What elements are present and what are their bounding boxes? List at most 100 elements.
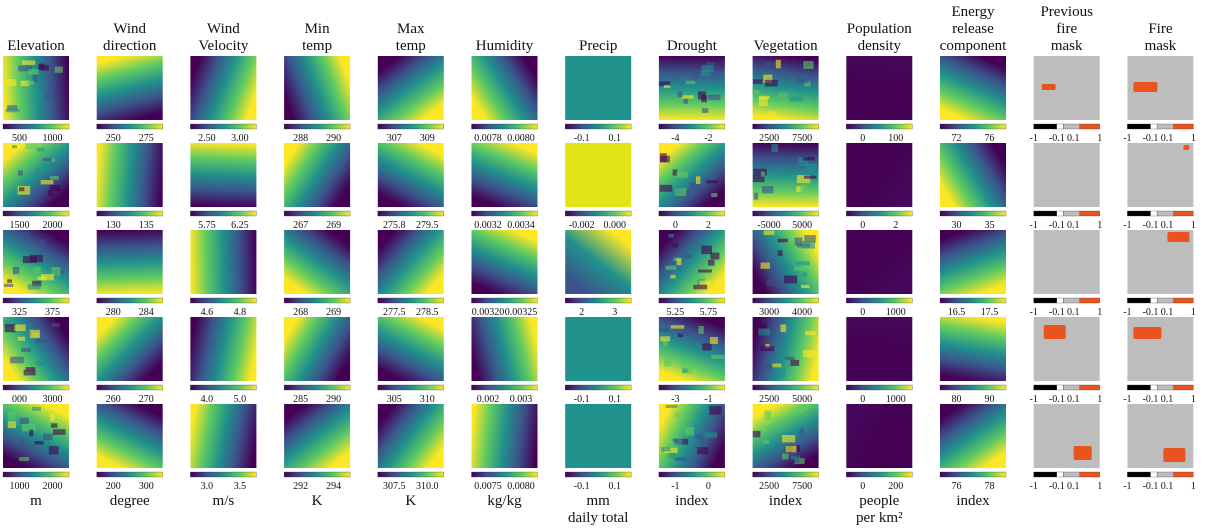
tile-texture: [28, 284, 41, 289]
tile-texture: [13, 267, 19, 274]
colorbar-tick-label: 2: [893, 220, 898, 231]
column-header: Elevation: [7, 38, 65, 54]
colorbar-segment: [1127, 211, 1150, 216]
tile-texture: [22, 423, 36, 431]
tile-texture: [796, 261, 810, 265]
column-header: release: [952, 21, 994, 37]
colorbar-tick-label: 5.0: [234, 394, 247, 405]
colorbar-tick-label: 0.0032: [474, 220, 502, 231]
colorbar: [378, 211, 444, 216]
tile-texture: [28, 69, 38, 74]
colorbar-segment: [1151, 298, 1158, 303]
colorbar-tick-label: 300: [139, 481, 154, 492]
tile-texture: [753, 431, 761, 437]
colorbar: [659, 211, 725, 216]
tile-texture: [12, 145, 17, 148]
tile-texture: [18, 170, 23, 175]
tile-texture: [708, 260, 714, 266]
tile-texture: [765, 80, 778, 87]
colorbar: [97, 124, 163, 129]
tile-texture: [784, 276, 797, 284]
colorbar-tick-label: 307.5: [383, 481, 406, 492]
column-header: fire: [1056, 21, 1077, 37]
colorbar-segment: [1157, 472, 1174, 477]
tile-texture: [782, 435, 795, 442]
tile-texture: [19, 232, 29, 238]
colorbar: [659, 385, 725, 390]
tile-texture: [708, 95, 721, 100]
tile-texture: [35, 441, 44, 445]
colorbar: [565, 298, 631, 303]
tile-texture: [10, 357, 24, 364]
fire-patch: [1133, 82, 1157, 92]
colorbar-segment: [1174, 298, 1194, 303]
tile-texture: [764, 411, 771, 420]
colorbar-tick-label: 0: [860, 481, 865, 492]
tile-texture: [778, 370, 785, 377]
data-tile: [472, 143, 538, 207]
unit-label: K: [312, 493, 323, 509]
colorbar-segment: [1034, 472, 1057, 477]
colorbar-tick-label: 1000: [886, 307, 906, 318]
colorbar-tick-label: 3000: [43, 394, 63, 405]
data-tile: [565, 317, 631, 381]
tile-texture: [797, 77, 809, 83]
colorbar-tick-label: -0.1: [574, 133, 590, 144]
column-header: density: [858, 38, 902, 54]
unit-label: m/s: [213, 493, 235, 509]
tile-texture: [53, 429, 66, 435]
column-header: Energy: [951, 4, 995, 20]
colorbar-tick-label: -1: [1123, 220, 1131, 231]
colorbar: [378, 124, 444, 129]
tile-texture: [772, 363, 781, 367]
tile-texture: [32, 407, 41, 411]
data-tile: [940, 404, 1006, 468]
colorbar-tick-label: -1: [704, 394, 712, 405]
tile-texture: [754, 193, 758, 200]
colorbar: [284, 124, 350, 129]
tile-texture: [795, 238, 803, 246]
data-tile: [378, 56, 444, 120]
tile-texture: [702, 108, 708, 113]
unit-label: index: [769, 493, 803, 509]
tile-texture: [800, 428, 804, 436]
colorbar: [565, 124, 631, 129]
unit-label: index: [675, 493, 709, 509]
colorbar: [846, 385, 912, 390]
colorbar-tick-label: -0.002: [569, 220, 595, 231]
colorbar: [846, 211, 912, 216]
colorbar-tick-label: 0.002: [477, 394, 500, 405]
column-header: Humidity: [476, 38, 534, 54]
data-tile: [565, 404, 631, 468]
colorbar-tick-label: 305: [387, 394, 402, 405]
colorbar-tick-label: 6.25: [231, 220, 249, 231]
colorbar: [97, 211, 163, 216]
colorbar-segment: [1080, 472, 1100, 477]
colorbar: [472, 211, 538, 216]
colorbar-tick-label: 17.5: [981, 307, 999, 318]
colorbar-segment: [1057, 385, 1064, 390]
colorbar: [753, 298, 819, 303]
fire-patch: [1133, 327, 1161, 339]
tile-texture: [40, 239, 46, 245]
colorbar: [472, 472, 538, 477]
colorbar-tick-label: -0.1: [1049, 220, 1065, 231]
tile-texture: [35, 168, 40, 177]
colorbar: [753, 124, 819, 129]
colorbar-segment: [1127, 385, 1150, 390]
colorbar-tick-label: 3.00: [231, 133, 249, 144]
colorbar-segment: [1157, 211, 1174, 216]
colorbar-segment: [1151, 211, 1158, 216]
colorbar-tick-label: -0.1: [1143, 481, 1159, 492]
colorbar: [846, 298, 912, 303]
colorbar-segment: [1127, 298, 1150, 303]
column-header: Precip: [579, 38, 617, 54]
tile-texture: [48, 190, 53, 196]
colorbar-tick-label: 0.1: [1067, 394, 1080, 405]
data-tile: [190, 143, 256, 207]
column-header: Drought: [667, 38, 718, 54]
data-tile: [565, 230, 631, 294]
tile-texture: [45, 93, 50, 99]
data-tile: [846, 56, 912, 120]
colorbar-tick-label: -0.1: [1049, 394, 1065, 405]
